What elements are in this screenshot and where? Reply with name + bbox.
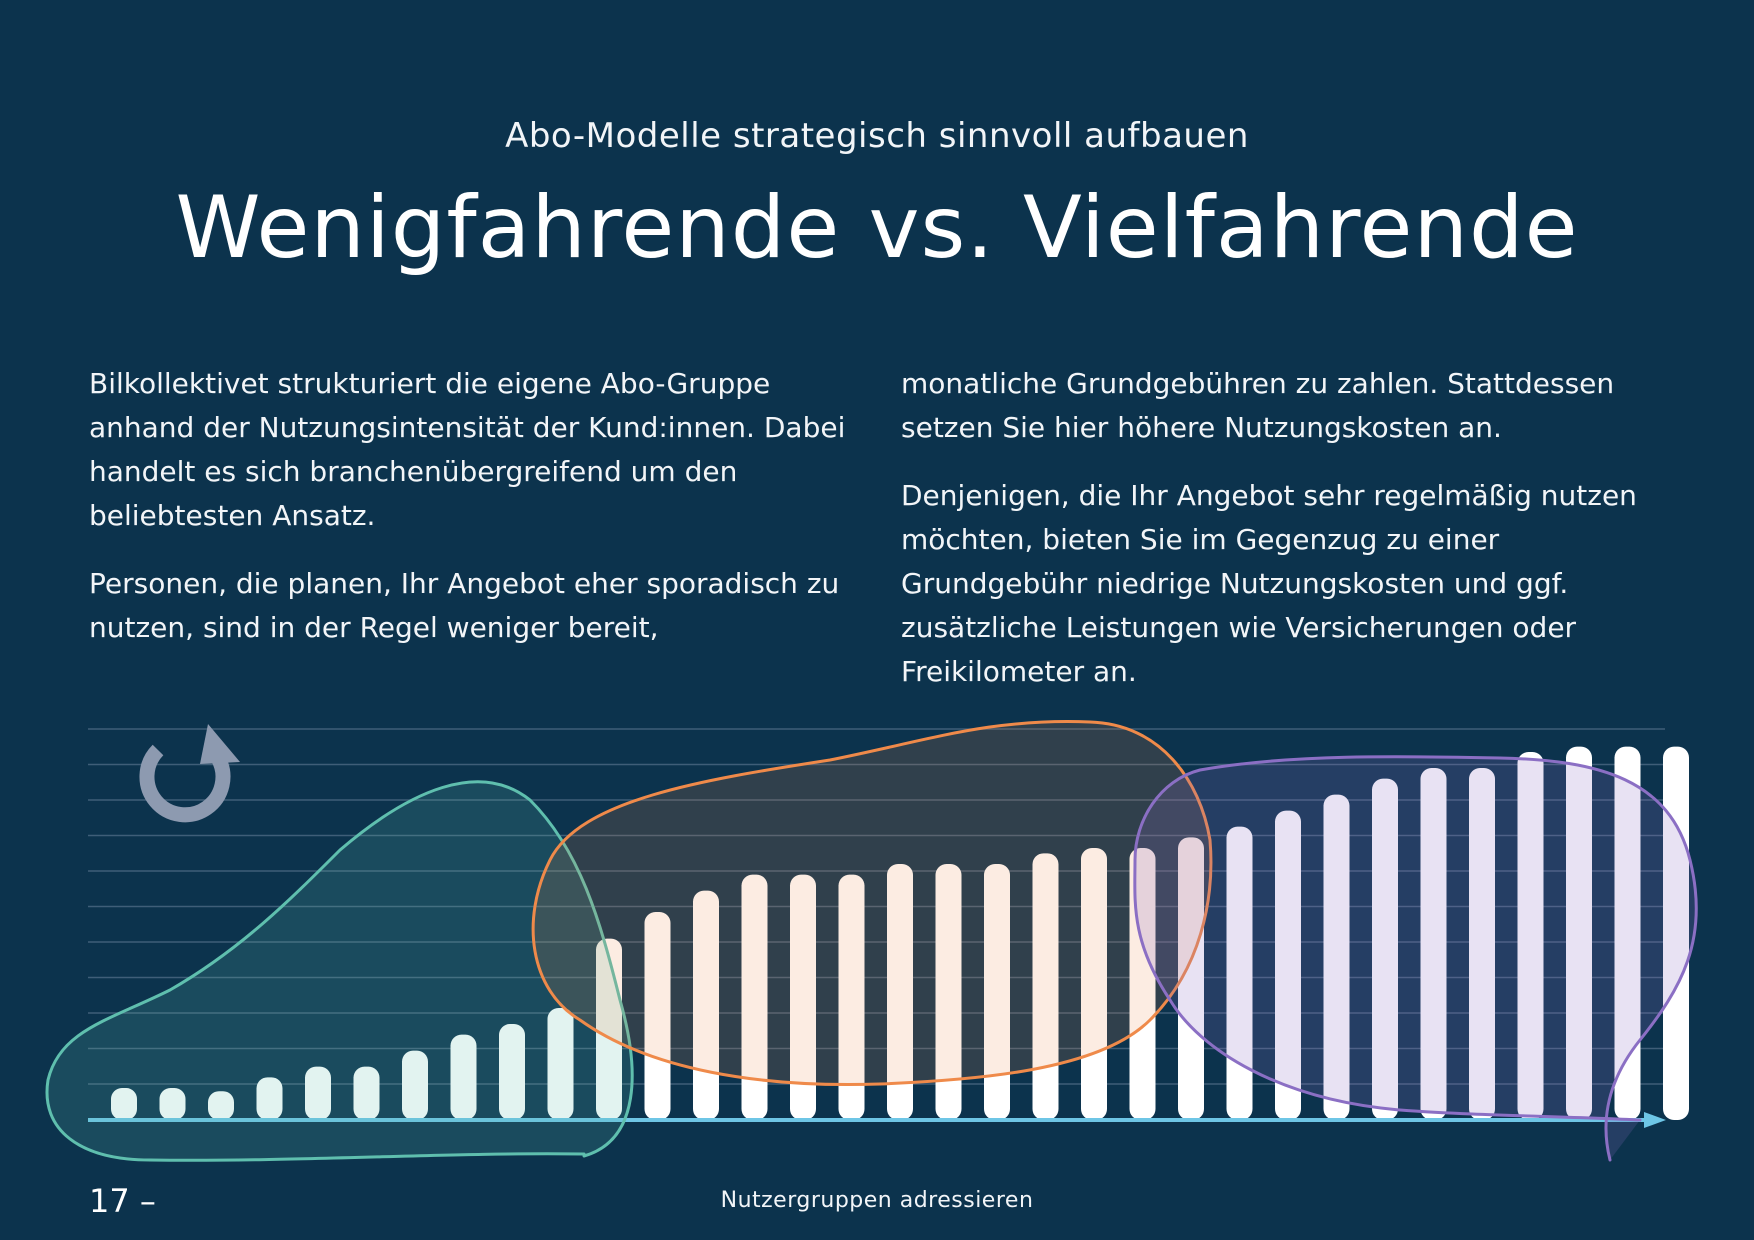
chart-bar xyxy=(450,1034,477,1120)
group-outline-mid xyxy=(531,720,1213,1087)
chart-bar xyxy=(1323,794,1350,1120)
chart-bar xyxy=(353,1066,380,1120)
chart-bar xyxy=(1420,768,1447,1120)
page-subtitle: Abo-Modelle strategisch sinnvoll aufbaue… xyxy=(505,116,1249,156)
chart-bar xyxy=(693,890,719,1120)
chart-bar xyxy=(1178,837,1204,1120)
chart-bar xyxy=(1469,768,1495,1120)
chart-bars xyxy=(111,746,1689,1120)
paragraph: Denjenigen, die Ihr Angebot sehr regelmä… xyxy=(901,479,1637,688)
chart-bar xyxy=(1614,746,1641,1120)
chart-bar xyxy=(256,1077,283,1120)
chart-bar xyxy=(1517,752,1544,1120)
user-group-outlines xyxy=(45,720,1698,1162)
chart-bar xyxy=(208,1091,234,1120)
text-column-left: Bilkollektivet strukturiert die eigene A… xyxy=(89,362,849,674)
chart-bar xyxy=(1226,826,1253,1120)
chart-bar xyxy=(741,874,768,1120)
chart-bar xyxy=(1566,746,1592,1120)
chart-bar xyxy=(159,1088,186,1120)
page-number: 17 – xyxy=(89,1182,156,1220)
usage-bar-chart xyxy=(45,720,1698,1162)
chart-bar xyxy=(984,864,1010,1120)
chart-grid xyxy=(88,728,1665,1085)
chart-bar xyxy=(1372,778,1398,1120)
footer-section-title: Nutzergruppen adressieren xyxy=(720,1188,1034,1213)
x-axis-arrow-icon xyxy=(1644,1112,1666,1128)
chart-bar xyxy=(790,874,816,1120)
chart-bar xyxy=(838,874,865,1120)
group-outline-high xyxy=(1133,755,1698,1162)
chart-bar xyxy=(644,912,671,1120)
chart-axis xyxy=(88,1112,1666,1128)
chart-bar xyxy=(547,1008,574,1120)
page-title: Wenigfahrende vs. Vielfahrende xyxy=(175,178,1579,278)
paragraph: Bilkollektivet strukturiert die eigene A… xyxy=(89,367,846,532)
text-column-right: monatliche Grundgebühren zu zahlen. Stat… xyxy=(901,362,1671,718)
chart-bar xyxy=(887,864,913,1120)
paragraph: monatliche Grundgebühren zu zahlen. Stat… xyxy=(901,367,1615,444)
chart-bar xyxy=(1275,810,1301,1120)
chart-bar xyxy=(935,864,962,1120)
chart-bar xyxy=(402,1050,428,1120)
chart-bar xyxy=(305,1066,331,1120)
paragraph: Personen, die planen, Ihr Angebot eher s… xyxy=(89,567,840,644)
chart-bar xyxy=(111,1088,137,1120)
refresh-icon xyxy=(139,724,240,823)
chart-bar xyxy=(499,1024,525,1120)
group-outline-low xyxy=(45,780,634,1162)
chart-bar xyxy=(1032,853,1059,1120)
